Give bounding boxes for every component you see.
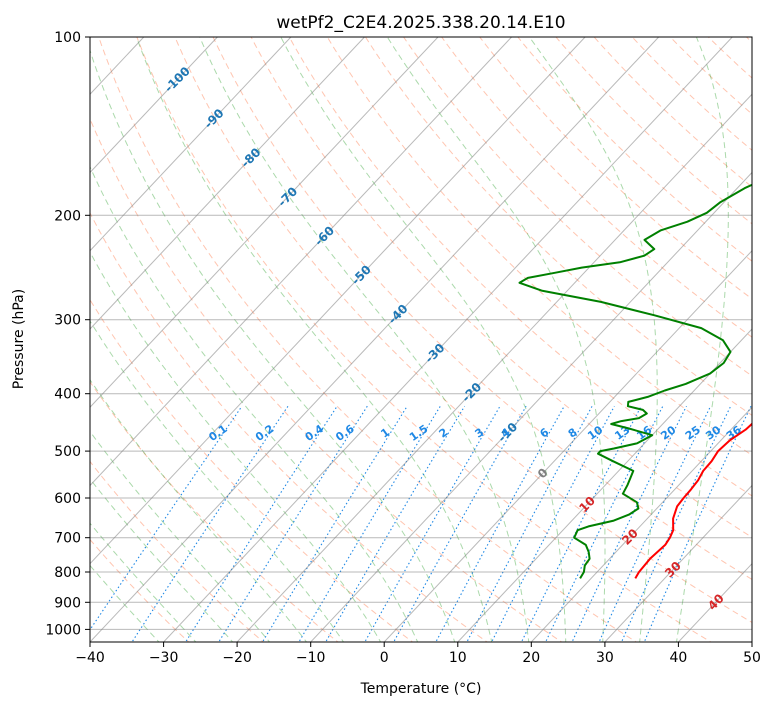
y-tick-label: 1000	[45, 622, 81, 638]
dry-adiabat-line	[90, 298, 414, 642]
dry-adiabat-line	[364, 37, 752, 416]
moist-adiabat-line	[90, 251, 382, 642]
y-tick-label: 300	[54, 313, 81, 329]
x-axis-ticks: −40 −30 −20 −10 0 10 20 30 40 50	[75, 642, 761, 666]
x-tick-label: 40	[669, 650, 687, 666]
dry-adiabat-line	[90, 381, 339, 642]
x-tick-label: −40	[75, 650, 105, 666]
dry-adiabats	[90, 37, 752, 642]
mixing-ratio-line	[261, 405, 408, 642]
skewed-isotherms	[90, 37, 752, 642]
dry-adiabat-line	[212, 37, 752, 581]
dry-adiabat-line	[555, 37, 752, 225]
mixing-ratio-line	[393, 405, 527, 642]
dry-adiabat-line	[90, 211, 488, 642]
x-tick-label: −30	[149, 650, 179, 666]
isotherm-line	[236, 93, 752, 642]
temperature-profile-line	[634, 422, 752, 579]
y-tick-label: 600	[54, 491, 81, 507]
dry-adiabat-line	[174, 37, 752, 624]
mixing-ratio-line	[520, 405, 642, 642]
y-axis-label: Pressure (hPa)	[11, 289, 27, 389]
isotherm-line	[604, 484, 752, 642]
chart-title: wetPf2_C2E4.2025.338.20.14.E10	[276, 13, 565, 33]
isotherm-line	[530, 406, 752, 642]
isotherm-line	[90, 37, 439, 408]
y-tick-label: 200	[54, 208, 81, 224]
sounding-series	[518, 183, 752, 579]
isotherm-line	[90, 37, 512, 487]
x-tick-label: 50	[743, 650, 761, 666]
x-axis-label: Temperature (°C)	[360, 681, 482, 697]
isotherm-line	[90, 37, 292, 252]
mixing-ratio-line	[364, 405, 501, 642]
plot-area: -100-90-80-70-60-50-40-30-20-10010203040…	[90, 37, 752, 642]
dry-adiabat-line	[90, 538, 190, 642]
x-tick-label: −20	[222, 650, 252, 666]
x-tick-label: 20	[522, 650, 540, 666]
y-tick-label: 500	[54, 444, 81, 460]
mixing-ratio-line	[435, 405, 565, 642]
isotherm-line	[90, 37, 660, 642]
y-tick-label: 700	[54, 531, 81, 547]
dewpoint-profile-line	[518, 183, 752, 579]
dry-adiabat-line	[136, 37, 712, 642]
dry-adiabat-line	[517, 37, 752, 262]
mixing-ratio-line	[184, 405, 338, 642]
x-tick-label: 30	[596, 650, 614, 666]
y-tick-label: 800	[54, 565, 81, 581]
y-tick-label: 100	[54, 30, 81, 46]
dry-adiabat-line	[402, 37, 752, 377]
y-axis-ticks: 100 200 300 400 500 600 700 800 900 1000	[45, 30, 90, 638]
y-tick-label: 900	[54, 595, 81, 611]
isotherm-line	[90, 37, 365, 330]
mixing-ratio-line	[218, 405, 368, 642]
mixing-ratio-line	[466, 405, 593, 642]
dry-adiabat-line	[479, 37, 752, 300]
dry-adiabat-line	[250, 37, 752, 538]
plot-frame	[89, 36, 753, 643]
dry-adiabat-line	[288, 37, 752, 497]
isotherm-line	[90, 37, 586, 565]
x-tick-label: 10	[449, 650, 467, 666]
mixing-ratio-line	[491, 405, 615, 642]
y-tick-label: 400	[54, 387, 81, 403]
dry-adiabat-line	[90, 117, 563, 642]
isotherm-line	[310, 171, 752, 642]
x-tick-label: −10	[296, 650, 326, 666]
x-tick-label: 0	[380, 650, 389, 666]
isotherm-line	[383, 249, 752, 642]
dry-adiabat-line	[98, 37, 638, 642]
mixing-ratio-line	[571, 405, 687, 642]
isotherm-line	[457, 328, 752, 642]
isotherm-line	[163, 37, 733, 642]
isotherm-line	[90, 37, 218, 174]
mixing-ratio-line	[643, 405, 752, 642]
